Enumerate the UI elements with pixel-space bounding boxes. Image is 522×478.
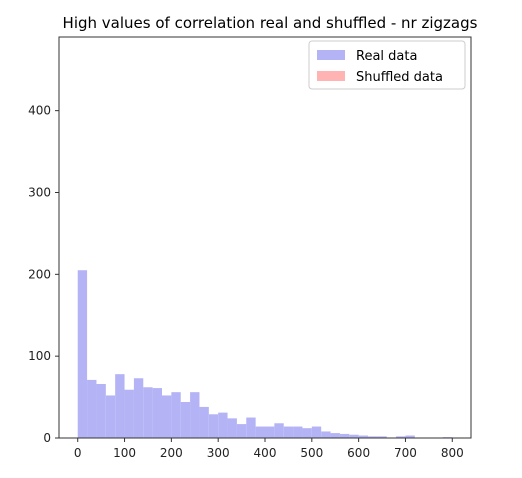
legend-label: Shuffled data (356, 70, 443, 85)
histogram-bar (152, 388, 162, 438)
chart-title: High values of correlation real and shuf… (63, 14, 478, 32)
ticks-layer: 0 100 200 300 400 500 600 700 800 0 100 200 300 400 (28, 104, 464, 460)
histogram-bar (396, 436, 406, 438)
legend-label: Real data (356, 49, 417, 64)
histogram-bar (115, 374, 125, 438)
histogram-bar (311, 426, 322, 438)
histogram-bar (133, 378, 144, 438)
x-tick-label: 100 (113, 446, 136, 460)
legend-box (308, 40, 466, 90)
x-tick-label: 200 (160, 446, 183, 460)
histogram-bar (124, 389, 134, 438)
histogram-bar (96, 383, 106, 438)
histogram-bar (105, 395, 116, 438)
y-tick-label: 200 (28, 267, 51, 281)
x-tick-label: 600 (347, 446, 370, 460)
legend: Real data Shuffled data (308, 40, 466, 90)
bars-layer (77, 270, 453, 438)
x-tick-label: 500 (300, 446, 323, 460)
histogram-bar (162, 395, 172, 438)
histogram-bar (87, 379, 97, 438)
legend-swatch (317, 50, 345, 60)
x-tick-label: 300 (207, 446, 230, 460)
x-tick-label: 400 (254, 446, 277, 460)
histogram-bar (330, 433, 340, 438)
histogram-bar (236, 424, 247, 438)
histogram-bar (293, 426, 303, 438)
histogram-bar (349, 434, 359, 438)
histogram-bar (208, 414, 219, 438)
y-tick-label: 100 (28, 349, 51, 363)
x-tick-label: 0 (74, 446, 82, 460)
histogram-bar (274, 423, 284, 438)
histogram-bar (283, 426, 294, 438)
histogram-bar (227, 418, 237, 438)
histogram-bar (368, 436, 378, 438)
histogram-bar (255, 426, 265, 438)
histogram-bar (246, 417, 256, 438)
histogram-bar (377, 436, 387, 438)
histogram-bar (339, 433, 350, 438)
histogram-bar (143, 387, 153, 438)
histogram-bar (171, 392, 181, 438)
histogram-bar (321, 431, 331, 438)
histogram-bar (77, 270, 88, 438)
histogram-bar (190, 392, 200, 438)
legend-swatch (317, 71, 345, 81)
histogram-bar (302, 428, 312, 438)
x-tick-label: 800 (441, 446, 464, 460)
y-tick-label: 400 (28, 104, 51, 118)
histogram-bar (265, 426, 275, 438)
y-tick-label: 0 (43, 431, 51, 445)
histogram-bar (405, 435, 415, 438)
x-tick-label: 700 (394, 446, 417, 460)
histogram-bar (358, 435, 368, 438)
histogram-bar (218, 412, 228, 438)
histogram-bar (199, 406, 209, 438)
y-tick-label: 300 (28, 185, 51, 199)
histogram-bar (180, 401, 191, 438)
